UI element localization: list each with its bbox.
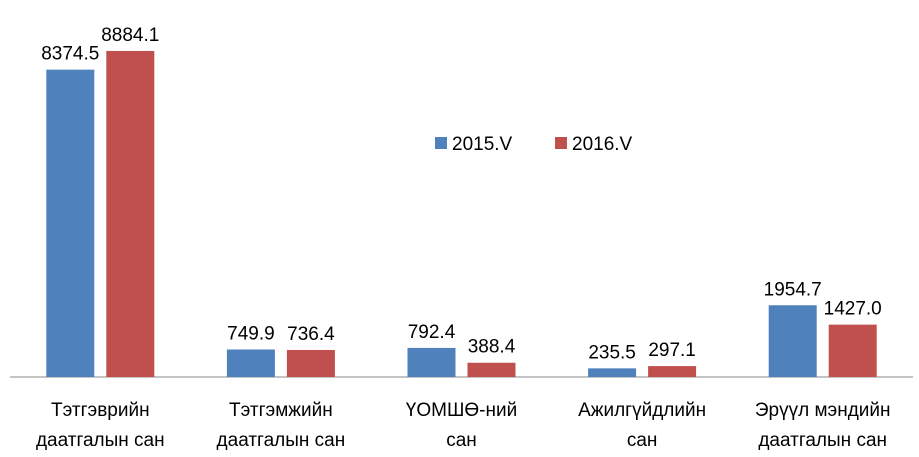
data-label: 8374.5	[41, 44, 99, 65]
bar	[467, 362, 516, 377]
data-label: 1427.0	[824, 299, 882, 320]
data-label: 8884.1	[101, 25, 159, 46]
bar	[828, 324, 877, 377]
data-label: 749.9	[227, 323, 275, 344]
x-tick-label: Ажилгүйдлийн сан	[578, 400, 707, 451]
data-label: 736.4	[287, 324, 335, 345]
bar	[648, 366, 697, 377]
x-tick-label: ҮОМШӨ-ний сан	[405, 400, 518, 451]
x-tick-label: Тэтгэмжийн даатгалын сан	[216, 400, 346, 451]
bar	[106, 50, 155, 378]
x-tick-label: Эрүүл мэндийн даатгалын сан	[754, 400, 891, 451]
legend-label: 2016.V	[572, 134, 633, 155]
legend-swatch	[555, 137, 567, 149]
data-label: 235.5	[588, 342, 636, 363]
data-label: 388.4	[468, 337, 516, 358]
legend-label: 2015.V	[452, 134, 513, 155]
bar	[407, 347, 456, 377]
bar	[768, 305, 817, 377]
x-tick-label: Тэтгэврийн даатгалын сан	[35, 400, 165, 451]
data-label: 297.1	[648, 340, 696, 361]
legend-swatch	[435, 137, 447, 149]
data-label: 792.4	[408, 322, 456, 343]
bar	[226, 349, 275, 377]
bar	[588, 368, 637, 377]
bar	[286, 349, 335, 377]
bar	[46, 69, 95, 377]
data-label: 1954.7	[764, 279, 822, 300]
